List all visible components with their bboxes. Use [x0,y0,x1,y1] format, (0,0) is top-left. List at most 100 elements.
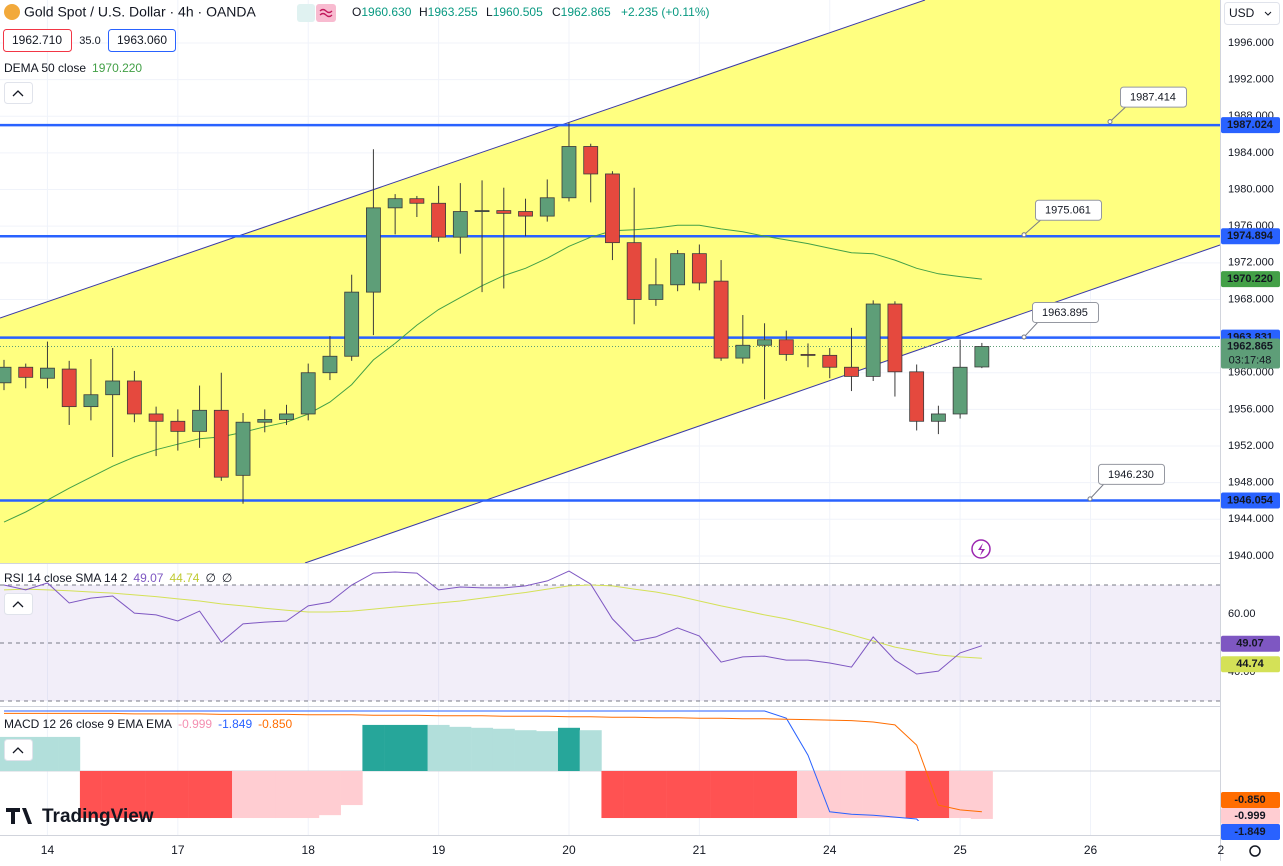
rsi-value: 49.07 [133,571,163,585]
callout-box [1120,86,1187,108]
histogram-bar [145,770,168,819]
collapse-button[interactable] [4,739,33,761]
status-icon[interactable] [297,4,315,22]
candle-body [213,409,229,478]
candle-body [409,198,425,204]
price-badge [1221,808,1280,824]
histogram-bar [623,770,646,819]
x-tick-label: 25 [953,843,967,857]
y-tick-label: 1956.000 [1228,403,1274,415]
y-tick-label: 1992.000 [1228,74,1274,86]
price-badge-label: 44.74 [1236,658,1264,670]
spread: 35.0 [79,35,100,47]
candle-body [648,284,664,300]
main-pane [0,122,1220,523]
ohlc-key: L [486,5,493,19]
candle-body [148,413,164,422]
histogram-bar [405,724,428,771]
chevron [12,601,24,608]
callout-anchor [1021,334,1027,340]
rsi-legend: RSI 14 close SMA 14 2 49.07 44.74 ∅ ∅ [4,571,232,585]
y-tick-label: 1972.000 [1228,257,1274,269]
histogram-bar [666,770,689,819]
histogram-bar [79,770,102,819]
x-tick-label: 2 [1218,843,1225,857]
ohlc-key: O [352,5,361,19]
histogram-bar [731,770,754,819]
symbol-title[interactable]: Gold Spot / U.S. Dollar · 4h · OANDA [24,4,257,20]
histogram-bar [927,770,950,819]
sell-button[interactable] [3,29,72,52]
x-tick-label: 17 [171,843,185,857]
candle-body [909,371,925,422]
price-badge-label: -0.999 [1234,810,1265,822]
market-glyph [319,8,333,18]
currency[interactable]: USD [1229,6,1255,20]
rsi-empty: ∅ [222,571,232,585]
histogram-bar [384,724,407,771]
histogram-bar [449,726,472,771]
callout-anchor [1087,496,1093,502]
histogram-bar [36,736,59,771]
histogram-bar [210,770,233,819]
histogram-bar [818,770,841,819]
callout-leader [1023,321,1039,338]
candle-body [0,366,12,384]
rsi-line [3,570,983,675]
buy-button[interactable] [108,29,176,52]
histogram-bar [579,730,602,771]
price-badge-label: 1987.024 [1227,119,1274,131]
rsi-pane [0,570,1220,702]
rsi-line [3,584,982,659]
candle-body [952,366,968,415]
candle-body [865,303,881,377]
currency-button[interactable] [1224,2,1280,25]
x-tick-label: 20 [562,843,576,857]
callout-label: 1963.895 [1042,307,1088,319]
candle-body [18,366,34,378]
dema-line [3,224,982,523]
candle-body [583,146,599,175]
histogram-bar [753,770,776,819]
candle-body [691,253,707,284]
candle-body [300,372,316,415]
histogram-bar [840,770,863,819]
histogram-bar [188,770,211,819]
y-tick-label: 1980.000 [1228,183,1274,195]
candle-body [126,380,142,415]
rsi-empty: ∅ [205,571,215,585]
callout-box [1032,302,1099,324]
x-tick-label: 26 [1084,843,1098,857]
ohlc-key: C [552,5,561,19]
price-axis [1220,0,1283,861]
dropdown-caret [1264,11,1272,16]
price-badge [1221,656,1280,673]
candle-body [235,421,251,476]
callout-anchor [1021,232,1027,238]
collapse-button[interactable] [4,82,33,104]
callout-label: 1987.414 [1130,92,1176,104]
y-tick-label: 1968.000 [1228,293,1274,305]
bid-price[interactable]: 1962.710 [12,33,62,47]
price-badge [1221,117,1280,134]
histogram-bar [318,770,341,816]
histogram-bar [427,724,450,771]
market-icon[interactable] [316,4,336,22]
price-badge [1221,271,1280,288]
histogram-bar [970,770,993,819]
candle-body [105,380,121,396]
last-price-label: 1962.865 [1227,340,1273,352]
candle-body [887,303,903,373]
callout-box [1035,199,1102,221]
collapse-button[interactable] [4,593,33,615]
settings-icon[interactable] [1249,845,1261,857]
histogram-bar [340,770,363,806]
ask-price[interactable]: 1963.060 [117,33,167,47]
candle-body [974,346,990,368]
brand-logo [6,808,32,824]
candle-body [605,173,620,244]
chevron [12,90,24,97]
candle-body [366,207,381,293]
ohlc-value: 1960.630 [361,5,411,19]
y-tick-label: 1984.000 [1228,147,1274,159]
